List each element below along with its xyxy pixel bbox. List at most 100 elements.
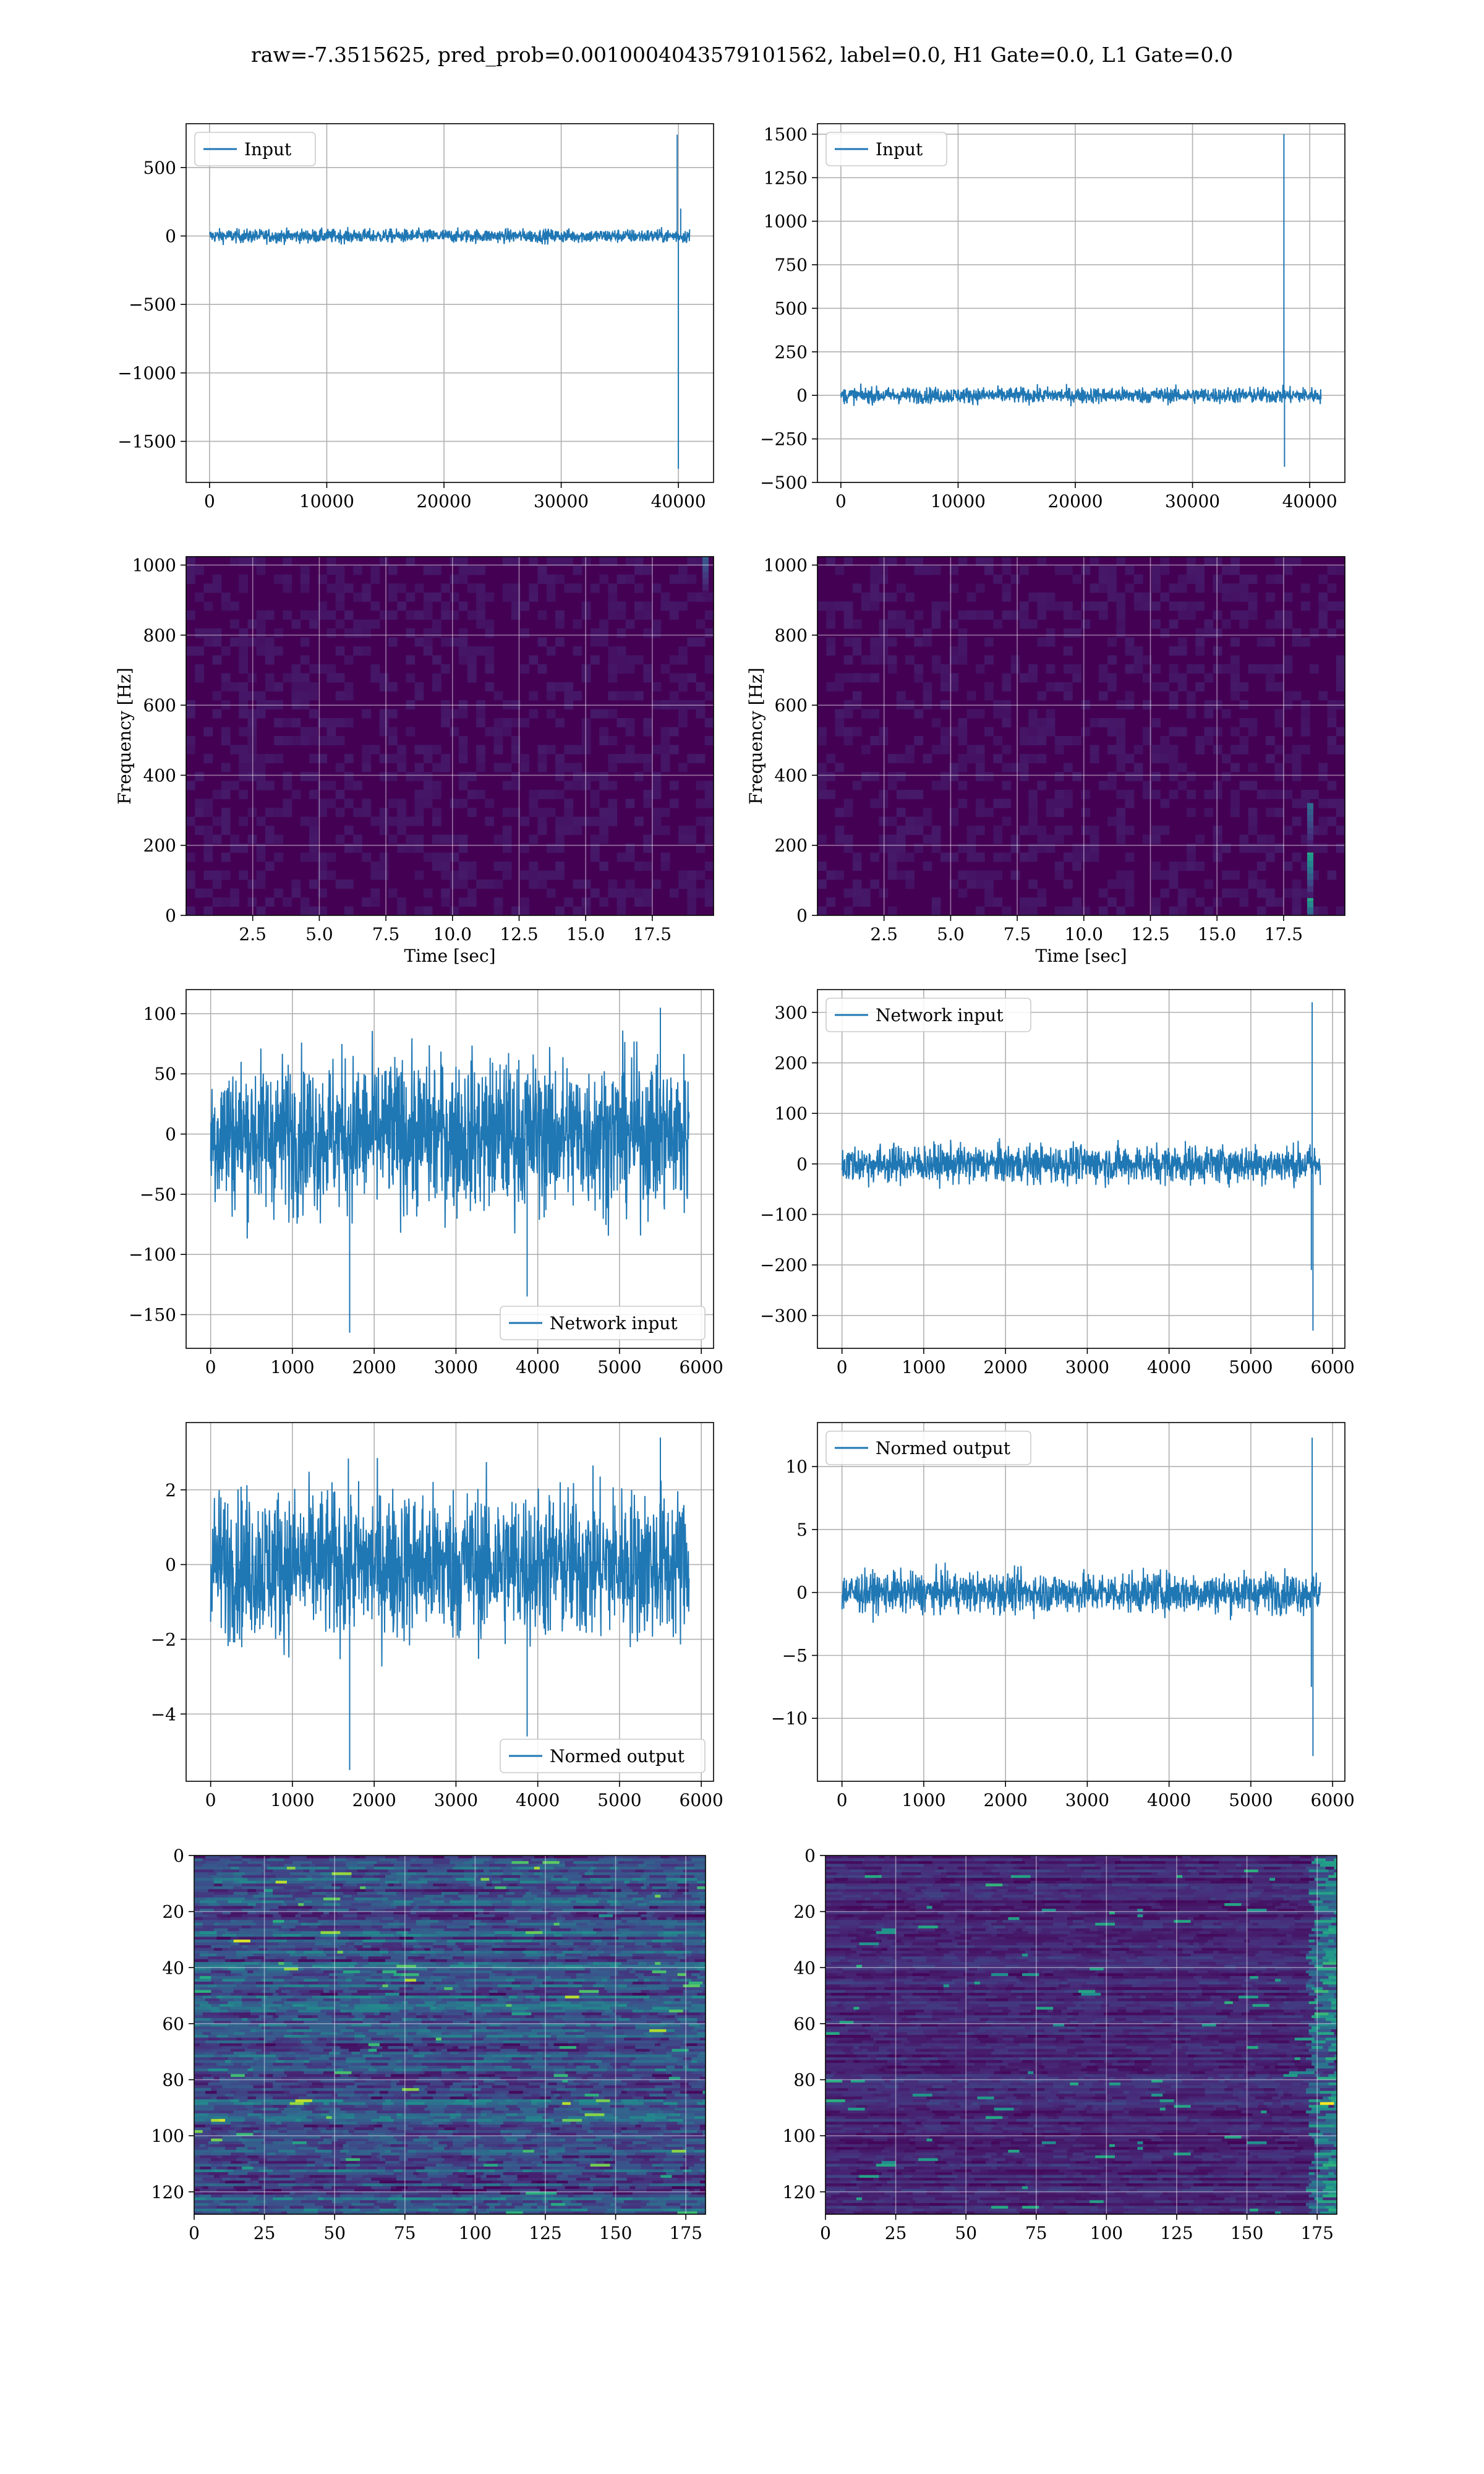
- h1-spectrogram-cell: [476, 745, 485, 755]
- h1-spectrogram-cell: [529, 870, 539, 880]
- h1-feature-map-cell: [194, 1979, 211, 1982]
- l1-spectrogram-cell: [896, 790, 906, 799]
- h1-feature-map-cell: [309, 1858, 330, 1862]
- h1-feature-map-cell: [242, 1914, 260, 1918]
- h1-feature-map-cell: [407, 2012, 417, 2016]
- h1-spectrogram-cell: [502, 834, 512, 844]
- l1-network-input-xtick-label: 2000: [984, 1357, 1028, 1377]
- l1-spectrogram-cell: [887, 852, 897, 862]
- h1-feature-map-cell: [315, 1937, 324, 1940]
- l1-spectrogram-cell: [896, 619, 906, 629]
- h1-feature-map-cell: [278, 1906, 293, 1909]
- h1-normed-output-xtick-label: 3000: [434, 1790, 478, 1810]
- h1-feature-map-cell: [267, 1967, 284, 1971]
- h1-feature-map-cell: [393, 1920, 400, 1924]
- h1-feature-map-cell: [317, 1917, 338, 1920]
- h1-feature-map-cell: [357, 1858, 369, 1862]
- h1-feature-map-cell: [590, 1970, 611, 1974]
- l1-spectrogram-cell: [1090, 718, 1099, 727]
- h1-feature-map-cell: [194, 1925, 203, 1929]
- h1-feature-map-cell: [601, 1948, 616, 1951]
- h1-feature-map-cell: [590, 1953, 599, 1957]
- h1-feature-map-cell: [595, 1867, 611, 1870]
- h1-feature-map-cell: [407, 2006, 414, 2010]
- h1-feature-map-cell: [250, 2026, 262, 2030]
- h1-feature-map-cell: [506, 2004, 512, 2008]
- l1-spectrogram-cell: [835, 763, 845, 773]
- h1-feature-map-cell: [508, 1911, 515, 1915]
- h1-feature-map-cell: [568, 1993, 582, 1997]
- h1-feature-map-cell: [520, 2018, 532, 2021]
- h1-feature-map-cell: [388, 1911, 394, 1915]
- h1-spectrogram-cell: [678, 565, 688, 575]
- h1-spectrogram-cell: [537, 610, 547, 620]
- h1-feature-map-cell: [262, 2004, 282, 2008]
- h1-feature-map-cell: [262, 1964, 279, 1968]
- h1-feature-map-cell: [373, 1875, 386, 1878]
- l1-spectrogram-cell: [1239, 610, 1249, 620]
- h1-feature-map-cell: [393, 1889, 408, 1893]
- h1-feature-map-cell: [680, 2037, 695, 2041]
- h1-feature-map-cell: [646, 1903, 664, 1907]
- l1-spectrogram-cell: [1107, 745, 1117, 755]
- h1-spectrogram-cell: [432, 763, 441, 773]
- l1-spectrogram-cell: [1213, 897, 1222, 907]
- l1-spectrogram-cell: [1107, 637, 1117, 647]
- h1-feature-map-cell: [222, 1979, 240, 1982]
- l1-spectrogram-cell: [1125, 897, 1135, 907]
- h1-feature-map-cell: [672, 2001, 692, 2005]
- h1-spectrogram-cell: [546, 682, 556, 691]
- h1-spectrogram-cell: [362, 852, 372, 862]
- l1-spectrogram-cell: [1230, 655, 1240, 665]
- h1-feature-map-cell: [632, 1858, 647, 1862]
- h1-feature-map-cell: [298, 2015, 313, 2019]
- h1-spectrogram-cell: [274, 888, 283, 898]
- h1-spectrogram-cell: [379, 754, 389, 763]
- h1-feature-map-cell: [228, 2029, 240, 2032]
- h1-spectrogram-cell: [581, 673, 591, 683]
- h1-feature-map-cell: [599, 1861, 619, 1865]
- h1-feature-map-cell: [534, 1987, 555, 1990]
- h1-feature-map-cell: [200, 1998, 206, 2002]
- h1-spectrogram-cell: [423, 637, 433, 647]
- h1-feature-map-cell: [472, 1917, 493, 1920]
- h1-spectrogram-cell: [309, 709, 318, 719]
- h1-spectrogram-cell: [652, 700, 662, 709]
- h1-feature-map-cell: [579, 1925, 597, 1929]
- h1-spectrogram-cell: [643, 754, 652, 763]
- h1-feature-map-cell: [242, 1900, 262, 1904]
- h1-feature-map-cell: [194, 1995, 203, 1999]
- h1-feature-map-cell: [262, 1864, 271, 1867]
- h1-feature-map-cell: [402, 1948, 414, 1951]
- h1-spectrogram-cell: [239, 557, 249, 566]
- h1-feature-map-cell: [686, 1928, 706, 1932]
- l1-spectrogram-cell: [835, 870, 845, 880]
- l1-spectrogram-cell: [1239, 888, 1249, 898]
- l1-spectrogram-cell: [940, 601, 950, 611]
- l1-spectrogram-cell: [958, 736, 968, 745]
- h1-feature-map-cell: [228, 1864, 248, 1867]
- l1-spectrogram-cell: [1169, 646, 1179, 656]
- h1-spectrogram-cell: [581, 880, 591, 889]
- h1-feature-map-cell: [539, 2021, 549, 2024]
- h1-feature-map-cell: [388, 2048, 408, 2052]
- h1-feature-map-cell: [495, 1889, 510, 1893]
- h1-feature-map-cell: [292, 1973, 302, 1977]
- h1-feature-map-cell: [573, 1942, 591, 1946]
- l1-spectrogram-cell: [1002, 745, 1012, 755]
- h1-feature-map-cell: [475, 1981, 493, 1985]
- h1-spectrogram-cell: [616, 718, 626, 727]
- h1-feature-map-cell: [306, 1922, 321, 1926]
- l1-spectrogram-cell: [958, 781, 968, 790]
- h1-spectrogram-cell: [326, 727, 336, 737]
- h1-feature-map-cell: [438, 1906, 456, 1909]
- h1-feature-map-cell: [537, 1970, 546, 1974]
- h1-feature-map-cell: [702, 1925, 706, 1929]
- h1-feature-map-cell: [680, 1875, 695, 1878]
- h1-feature-map-cell: [562, 1872, 580, 1876]
- h1-feature-map-cell: [373, 1990, 394, 1993]
- h1-spectrogram-cell: [696, 619, 706, 629]
- h1-feature-map-cell: [672, 1939, 684, 1943]
- h1-spectrogram-cell: [564, 808, 574, 817]
- h1-feature-map-cell: [615, 2048, 636, 2052]
